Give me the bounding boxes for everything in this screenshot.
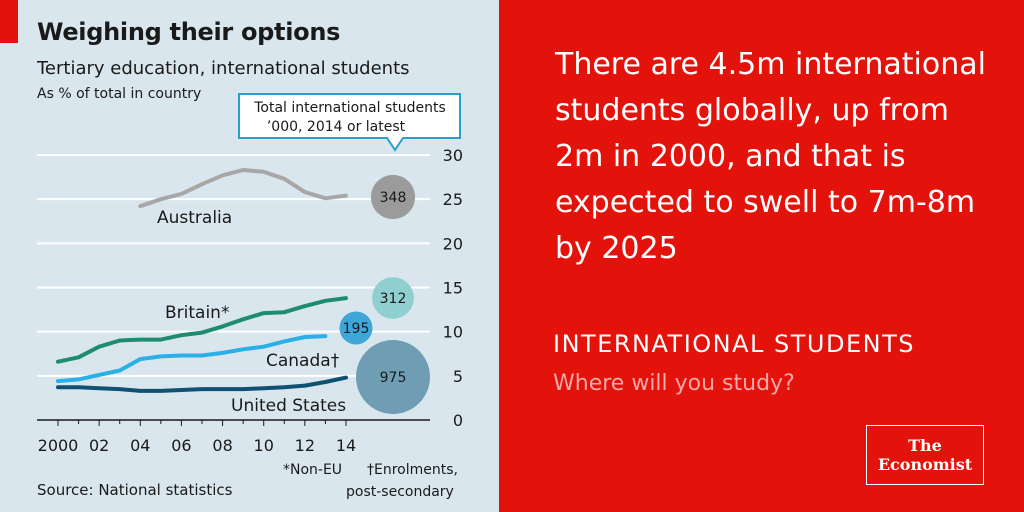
bubble-value-label: 348 [380, 190, 407, 206]
value-bubble [356, 340, 430, 414]
section-label: INTERNATIONAL STUDENTS [553, 330, 915, 358]
footnote-non-eu: *Non-EU [283, 462, 342, 478]
red-corner-tag [0, 0, 18, 43]
headline-line: by 2025 [555, 231, 678, 266]
bubble-value-label: 975 [380, 370, 407, 386]
logo-line-2: Economist [877, 455, 973, 474]
headline-line: There are 4.5m international [555, 47, 986, 82]
value-bubble [370, 174, 416, 220]
x-tick-label: 08 [212, 436, 232, 455]
series-line [138, 168, 348, 209]
y-tick-label: 25 [443, 190, 463, 209]
headline-line: 2m in 2000, and that is [555, 139, 906, 174]
y-tick-label: 20 [443, 234, 463, 253]
x-tick-label: 04 [130, 436, 150, 455]
headline: There are 4.5m international students gl… [555, 42, 995, 272]
bubble-callout-line: Total international students [253, 100, 446, 116]
footnote-enrolments: †Enrolments, [367, 462, 458, 478]
series-label: Canada† [266, 351, 340, 371]
chart-units: As % of total in country [37, 86, 202, 102]
bubble-value-label: 195 [343, 321, 370, 337]
x-tick-label: 10 [254, 436, 274, 455]
series-line [56, 334, 328, 384]
series-line [56, 375, 348, 393]
line-chart: 0 5 10 15 20 25 30 2000 02 04 06 08 10 12 14 Australia B… [37, 93, 463, 500]
y-tick-label: 0 [453, 411, 463, 430]
chart-title: Weighing their options [37, 18, 341, 46]
value-bubble [339, 311, 373, 345]
headline-line: students globally, up from [555, 93, 949, 128]
y-tick-label: 5 [453, 367, 463, 386]
value-bubble [372, 277, 414, 319]
chart-subtitle: Tertiary education, international studen… [37, 58, 410, 79]
y-tick-label: 15 [443, 279, 463, 298]
bubble-callout-line: ’000, 2014 or latest [267, 119, 406, 135]
x-tick-label: 14 [336, 436, 356, 455]
x-tick-label: 12 [295, 436, 315, 455]
x-tick-label: 2000 [38, 436, 79, 455]
x-tick-label: 06 [171, 436, 191, 455]
headline-line: expected to swell to 7m-8m [555, 185, 976, 220]
chart-source: Source: National statistics [37, 481, 233, 499]
y-tick-label: 30 [443, 146, 463, 165]
series-line [56, 296, 348, 364]
footnote-enrolments: post-secondary [346, 484, 454, 500]
series-label: Britain* [165, 303, 229, 323]
x-tick-label: 02 [89, 436, 109, 455]
bubble-callout-box [238, 93, 461, 152]
bubble-value-label: 312 [380, 291, 407, 307]
section-subtitle: Where will you study? [553, 371, 795, 396]
series-label: United States [231, 396, 346, 416]
series-label: Australia [157, 208, 232, 228]
economist-logo: The Economist [866, 425, 984, 485]
logo-line-1: The [908, 436, 942, 455]
y-tick-label: 10 [443, 323, 463, 342]
chart-panel: Weighing their options Tertiary educatio… [0, 0, 499, 512]
